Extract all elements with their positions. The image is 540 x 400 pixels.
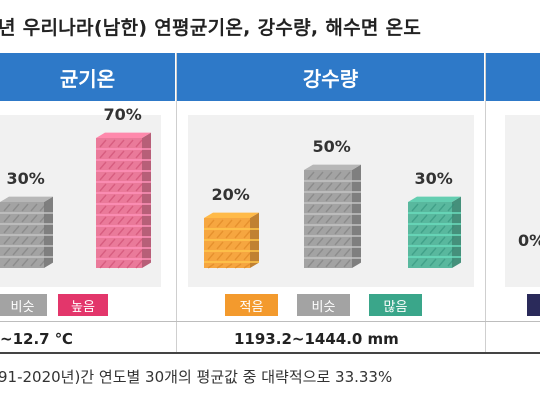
divider-2 <box>485 53 486 353</box>
bar-1-0 <box>204 212 259 269</box>
legend-precip-high: 많음 <box>369 294 422 316</box>
range-precipitation: 1193.2~1444.0 mm <box>234 330 399 348</box>
header-sea-temperature <box>486 53 540 101</box>
page-title: 년 우리나라(남한) 연평균기온, 강수량, 해수면 온도 <box>0 17 422 39</box>
legend-precip-low: 적음 <box>225 294 278 316</box>
value-label-precip-low: 20% <box>211 185 250 204</box>
range-temperature: ~12.7 ℃ <box>0 330 73 348</box>
legend-temp-high: 높음 <box>58 294 108 316</box>
divider-1 <box>176 53 177 353</box>
footnote: 91-2020년)간 연도별 30개의 평균값 중 대략적으로 33.33% <box>0 368 393 386</box>
rule-top <box>0 321 540 322</box>
header-precipitation: 강수량 <box>177 53 484 101</box>
panel-sea-temperature <box>487 101 540 321</box>
bar-0-1 <box>96 132 151 269</box>
legend-sea-marker <box>527 294 540 316</box>
bar-1-2 <box>408 196 461 268</box>
legend-precip-similar: 비슷 <box>297 294 350 316</box>
value-label-precip-high: 30% <box>414 169 453 188</box>
value-label-temp-high: 70% <box>103 105 142 124</box>
bar-0-0 <box>0 196 53 268</box>
header-temperature: 균기온 <box>0 53 175 101</box>
rule-bottom <box>0 352 540 354</box>
value-label-sea-low: 0% <box>518 231 540 250</box>
bar-1-1 <box>304 164 361 268</box>
legend-temp-similar: 비슷 <box>0 294 47 316</box>
value-label-temp-similar: 30% <box>6 169 45 188</box>
value-label-precip-similar: 50% <box>312 137 351 156</box>
